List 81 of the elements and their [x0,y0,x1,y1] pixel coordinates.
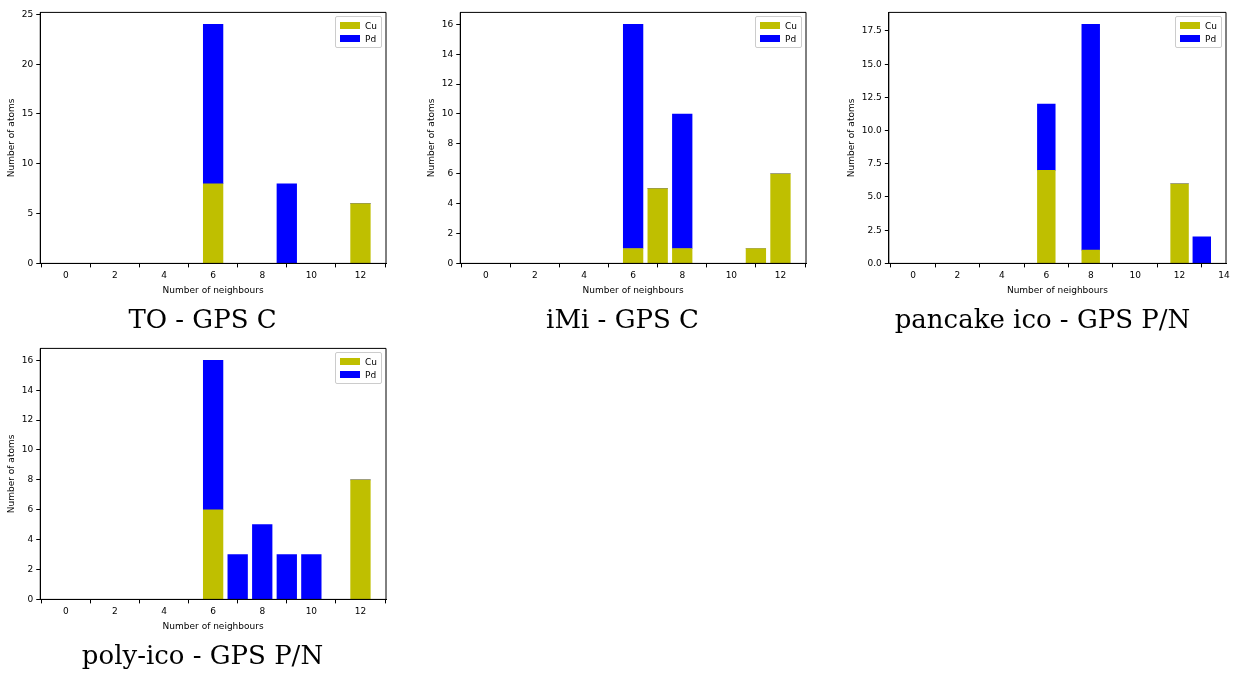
x-tick-label: 12 [354,270,367,281]
y-tick-label: 10.0 [861,124,883,135]
y-tick-label: 15.0 [861,58,883,69]
y-tick-label: 0 [447,257,454,268]
legend-label: Pd [365,369,377,380]
y-tick-label: 12 [21,414,34,425]
x-tick-label: 10 [1129,270,1142,281]
x-tick-label: 0 [910,270,917,281]
x-tick-label: 8 [1087,270,1094,281]
y-tick-label: 17.5 [861,25,882,36]
y-tick-label: 0 [27,593,34,604]
x-tick-label: 4 [581,270,588,281]
y-tick-label: 6 [447,168,454,179]
y-tick-label: 6 [27,504,34,515]
x-tick-label: 12 [774,270,787,281]
x-tick-label: 8 [259,270,266,281]
x-tick-label: 12 [354,606,367,617]
x-axis-title: Number of neighbours [1006,284,1109,295]
y-tick-label: 7.5 [867,158,882,169]
y-tick-label: 4 [447,197,454,208]
x-tick-label: 6 [1043,270,1050,281]
y-tick-label: 10 [21,158,34,169]
y-tick-label: 2 [27,563,34,574]
y-tick-label: 10 [441,108,454,119]
y-tick-label: 20 [21,58,34,69]
y-axis-title: Number of atoms [425,98,436,178]
y-tick-label: 8 [447,138,454,149]
y-tick-label: 10 [21,444,34,455]
y-tick-label: 12.5 [861,91,882,102]
y-tick-label: 14 [441,48,454,59]
x-tick-label: 8 [259,606,266,617]
y-tick-label: 0.0 [867,257,883,268]
y-tick-label: 2.5 [867,224,882,235]
legend-label: Pd [785,33,797,44]
y-tick-label: 15 [21,108,34,119]
y-tick-label: 14 [21,384,34,395]
legend-label: Cu [365,356,377,367]
y-tick-label: 5 [27,207,34,218]
y-tick-label: 2 [447,227,454,238]
x-tick-label: 10 [305,270,318,281]
x-tick-label: 6 [210,606,217,617]
y-axis-title: Number of atoms [5,434,16,514]
legend-label: Pd [1205,33,1217,44]
legend-label: Pd [365,33,377,44]
y-tick-label: 16 [441,18,454,29]
y-tick-label: 8 [27,474,34,485]
x-tick-label: 4 [161,606,168,617]
x-tick-label: 0 [62,270,69,281]
legend-label: Cu [365,20,377,31]
y-tick-label: 12 [441,78,454,89]
y-tick-label: 25 [21,8,34,19]
x-tick-label: 8 [679,270,686,281]
x-tick-label: 12 [1173,270,1186,281]
x-tick-label: 2 [112,270,118,281]
text: TO - GPS C [127,304,278,334]
y-axis-title: Number of atoms [845,98,856,178]
x-tick-label: 14 [1218,270,1230,281]
x-axis-title: Number of neighbours [162,620,264,631]
x-tick-label: 0 [62,606,69,617]
y-tick-label: 0 [27,257,34,268]
x-tick-label: 10 [725,270,738,281]
y-tick-label: 16 [21,354,34,365]
y-tick-label: 4 [27,533,34,544]
y-axis-title: Number of atoms [5,98,16,178]
text: iMi - GPS C [545,304,700,334]
legend-label: Cu [1205,20,1217,31]
x-tick-label: 6 [210,270,217,281]
x-tick-label: 2 [112,606,118,617]
legend-label: Cu [785,20,797,31]
x-axis-title: Number of neighbours [162,284,264,295]
x-tick-label: 6 [630,270,637,281]
x-tick-label: 4 [999,270,1006,281]
x-tick-label: 2 [532,270,538,281]
text: pancake ico - GPS P/N [893,304,1192,334]
x-tick-label: 0 [482,270,489,281]
x-tick-label: 4 [161,270,168,281]
y-tick-label: 5.0 [867,191,883,202]
text: poly-ico - GPS P/N [80,640,325,670]
x-tick-label: 2 [954,270,961,281]
x-tick-label: 10 [305,606,318,617]
x-axis-title: Number of neighbours [582,284,684,295]
